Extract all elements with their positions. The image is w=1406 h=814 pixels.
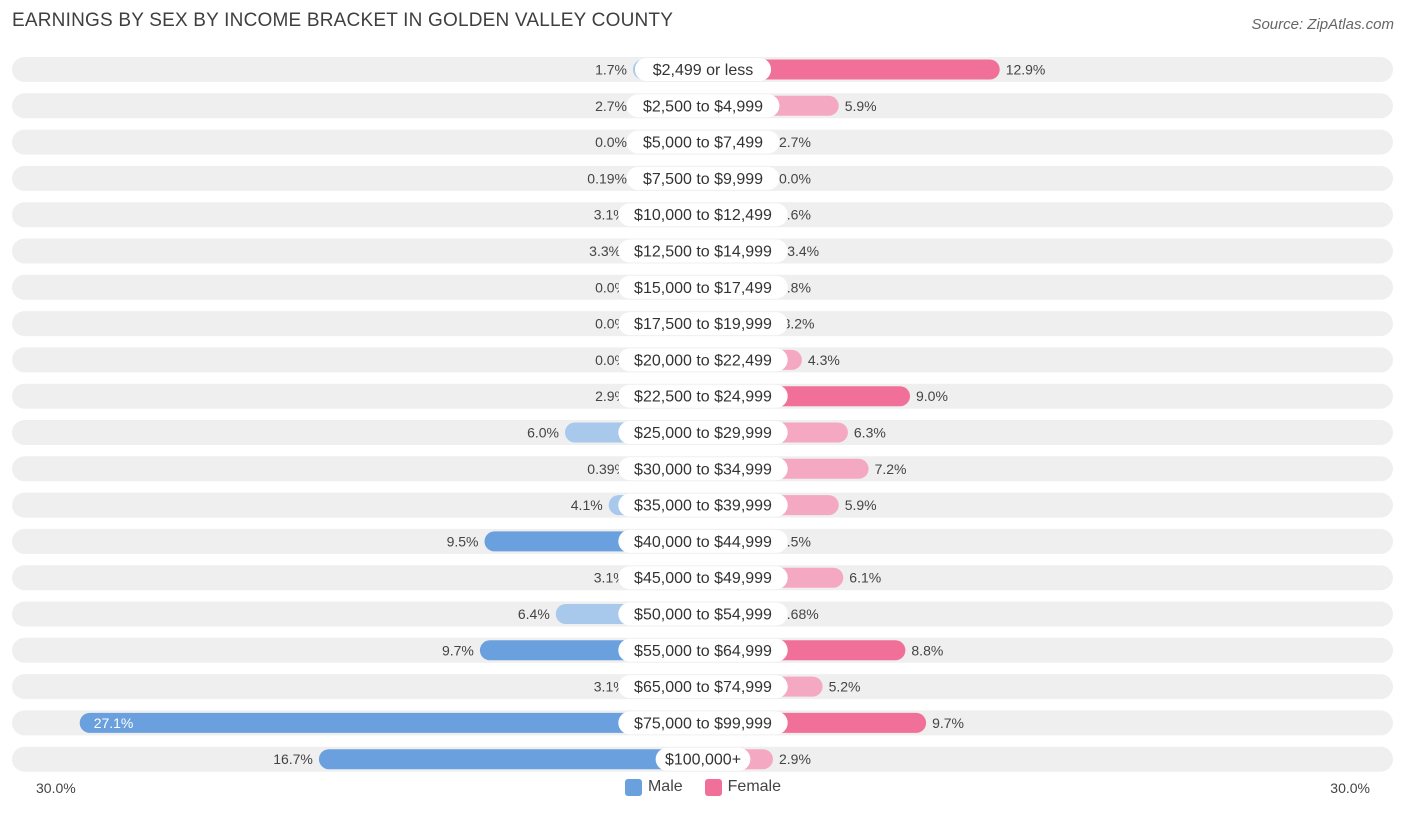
- category-pill: [618, 348, 788, 372]
- category-label: $15,000 to $17,499: [634, 280, 772, 297]
- category-pill: [618, 203, 788, 227]
- chart-title: EARNINGS BY SEX BY INCOME BRACKET IN GOL…: [12, 10, 674, 31]
- male-value-label: 9.7%: [442, 642, 474, 658]
- male-value-label: 27.1%: [94, 715, 134, 731]
- category-label: $2,499 or less: [653, 62, 754, 79]
- category-pill: [618, 602, 788, 626]
- male-value-label: 6.4%: [518, 606, 550, 622]
- category-pill: [618, 421, 788, 444]
- male-swatch-icon: [624, 778, 642, 796]
- female-value-label: 6.1%: [849, 570, 881, 586]
- category-pill: [618, 239, 788, 263]
- category-label: $12,500 to $14,999: [634, 244, 772, 261]
- female-value-label: 5.2%: [829, 679, 861, 695]
- category-pill: [626, 94, 780, 118]
- category-label: $40,000 to $44,999: [634, 534, 772, 551]
- category-pill: [618, 529, 788, 553]
- category-pill: [618, 493, 788, 517]
- category-label: $7,500 to $9,999: [643, 171, 763, 188]
- female-value-label: 0.0%: [779, 170, 811, 186]
- male-value-label: 3.1%: [594, 679, 626, 695]
- source-note: Source: ZipAtlas.com: [1251, 16, 1394, 33]
- category-label: $10,000 to $12,499: [634, 207, 772, 224]
- female-value-label: 2.7%: [779, 134, 811, 150]
- category-label: $45,000 to $49,999: [634, 570, 772, 587]
- category-pill: [634, 58, 772, 81]
- male-value-label: 3.1%: [594, 207, 626, 223]
- category-pill: [618, 638, 788, 662]
- female-value-label: 4.3%: [808, 352, 840, 368]
- axis-left-label: 30.0%: [36, 780, 76, 796]
- female-value-label: 6.3%: [854, 425, 886, 441]
- male-value-label: 3.1%: [594, 570, 626, 586]
- category-label: $65,000 to $74,999: [634, 679, 772, 696]
- legend: Male Female: [0, 778, 1406, 796]
- male-value-label: 6.0%: [527, 425, 559, 441]
- female-value-label: 0.68%: [779, 606, 819, 622]
- category-label: $22,500 to $24,999: [634, 389, 772, 406]
- category-pill: [626, 130, 780, 154]
- category-pill: [618, 675, 788, 699]
- legend-label-male: Male: [647, 778, 683, 795]
- male-value-label: 16.7%: [273, 751, 313, 767]
- male-value-label: 3.3%: [589, 243, 621, 259]
- bar-female: [703, 59, 1000, 80]
- female-value-label: 3.4%: [787, 243, 819, 259]
- category-label: $2,500 to $4,999: [643, 98, 763, 115]
- category-label: $55,000 to $64,999: [634, 643, 772, 660]
- female-value-label: 2.9%: [779, 751, 811, 767]
- category-pill: [618, 457, 788, 481]
- female-value-label: 8.8%: [911, 642, 943, 658]
- bar-male: [318, 749, 703, 770]
- male-value-label: 2.7%: [595, 98, 627, 114]
- legend-item-female[interactable]: Female: [704, 778, 782, 796]
- female-swatch-icon: [704, 778, 722, 796]
- category-pill: [626, 166, 780, 190]
- bar-male: [79, 712, 703, 733]
- legend-item-male[interactable]: Male: [624, 778, 683, 796]
- female-value-label: 5.9%: [845, 98, 877, 114]
- category-label: $35,000 to $39,999: [634, 498, 772, 515]
- category-label: $5,000 to $7,499: [643, 135, 763, 152]
- female-value-label: 12.9%: [1006, 62, 1046, 78]
- category-pill: [655, 747, 751, 771]
- female-value-label: 9.0%: [916, 388, 948, 404]
- male-value-label: 4.1%: [571, 497, 603, 513]
- category-pill: [618, 711, 788, 735]
- category-label: $100,000+: [665, 752, 741, 769]
- category-label: $25,000 to $29,999: [634, 425, 772, 442]
- female-value-label: 5.9%: [845, 497, 877, 513]
- male-value-label: 9.5%: [447, 533, 479, 549]
- category-label: $75,000 to $99,999: [634, 715, 772, 732]
- male-value-label: 0.0%: [595, 134, 627, 150]
- legend-label-female: Female: [727, 778, 782, 795]
- female-value-label: 7.2%: [875, 461, 907, 477]
- male-value-label: 1.7%: [595, 62, 627, 78]
- category-pill: [618, 275, 788, 299]
- category-label: $50,000 to $54,999: [634, 607, 772, 624]
- axis-right-label: 30.0%: [1330, 780, 1370, 796]
- category-pill: [618, 384, 788, 408]
- male-value-label: 0.39%: [587, 461, 627, 477]
- category-label: $30,000 to $34,999: [634, 461, 772, 478]
- female-value-label: 9.7%: [932, 715, 964, 731]
- category-label: $20,000 to $22,499: [634, 352, 772, 369]
- female-value-label: 3.2%: [783, 316, 815, 332]
- category-pill: [618, 566, 788, 590]
- category-pill: [618, 312, 788, 336]
- male-value-label: 0.19%: [587, 170, 627, 186]
- category-label: $17,500 to $19,999: [634, 316, 772, 333]
